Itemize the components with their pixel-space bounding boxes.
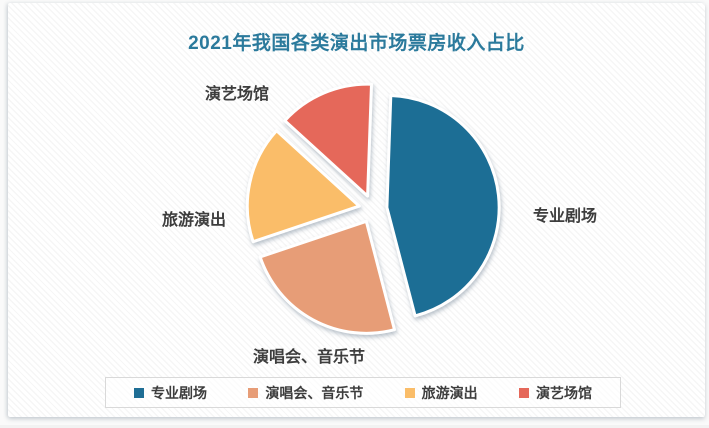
legend-swatch-professional-theater [134, 387, 144, 398]
pie-slice-2 [245, 129, 361, 244]
slice-label-concert-music-festival: 演唱会、音乐节 [253, 349, 366, 366]
legend-swatch-concert-music-festival [248, 387, 259, 398]
legend-item-performance-venue: 演艺场馆 [518, 383, 592, 403]
legend-item-concert-music-festival: 演唱会、音乐节 [248, 383, 363, 403]
legend-label: 专业剧场 [151, 384, 207, 401]
legend-label: 旅游演出 [421, 384, 478, 401]
legend-swatch-tourism-performance [404, 387, 415, 398]
legend-label: 演唱会、音乐节 [265, 384, 364, 401]
chart-card: 2021年我国各类演出市场票房收入占比 专业剧场 演唱会、音乐节 旅游演出 演艺… [8, 3, 705, 417]
legend-item-professional-theater: 专业剧场 [134, 383, 207, 403]
chart-title: 2021年我国各类演出市场票房收入占比 [188, 33, 525, 54]
slice-label-performance-venue: 演艺场馆 [205, 86, 270, 103]
legend-label: 演艺场馆 [535, 384, 592, 401]
pie-slices-group [245, 82, 501, 335]
pie-slice-1 [258, 219, 396, 335]
legend-swatch-performance-venue [518, 387, 529, 398]
pie-chart [245, 82, 501, 335]
legend-item-tourism-performance: 旅游演出 [404, 383, 478, 403]
slice-label-tourism-performance: 旅游演出 [162, 212, 227, 229]
pie-slice-0 [385, 94, 501, 318]
chart-legend: 专业剧场 演唱会、音乐节 旅游演出 演艺场馆 [105, 377, 621, 408]
slice-label-professional-theater: 专业剧场 [533, 208, 598, 225]
pie-slice-3 [283, 82, 373, 198]
